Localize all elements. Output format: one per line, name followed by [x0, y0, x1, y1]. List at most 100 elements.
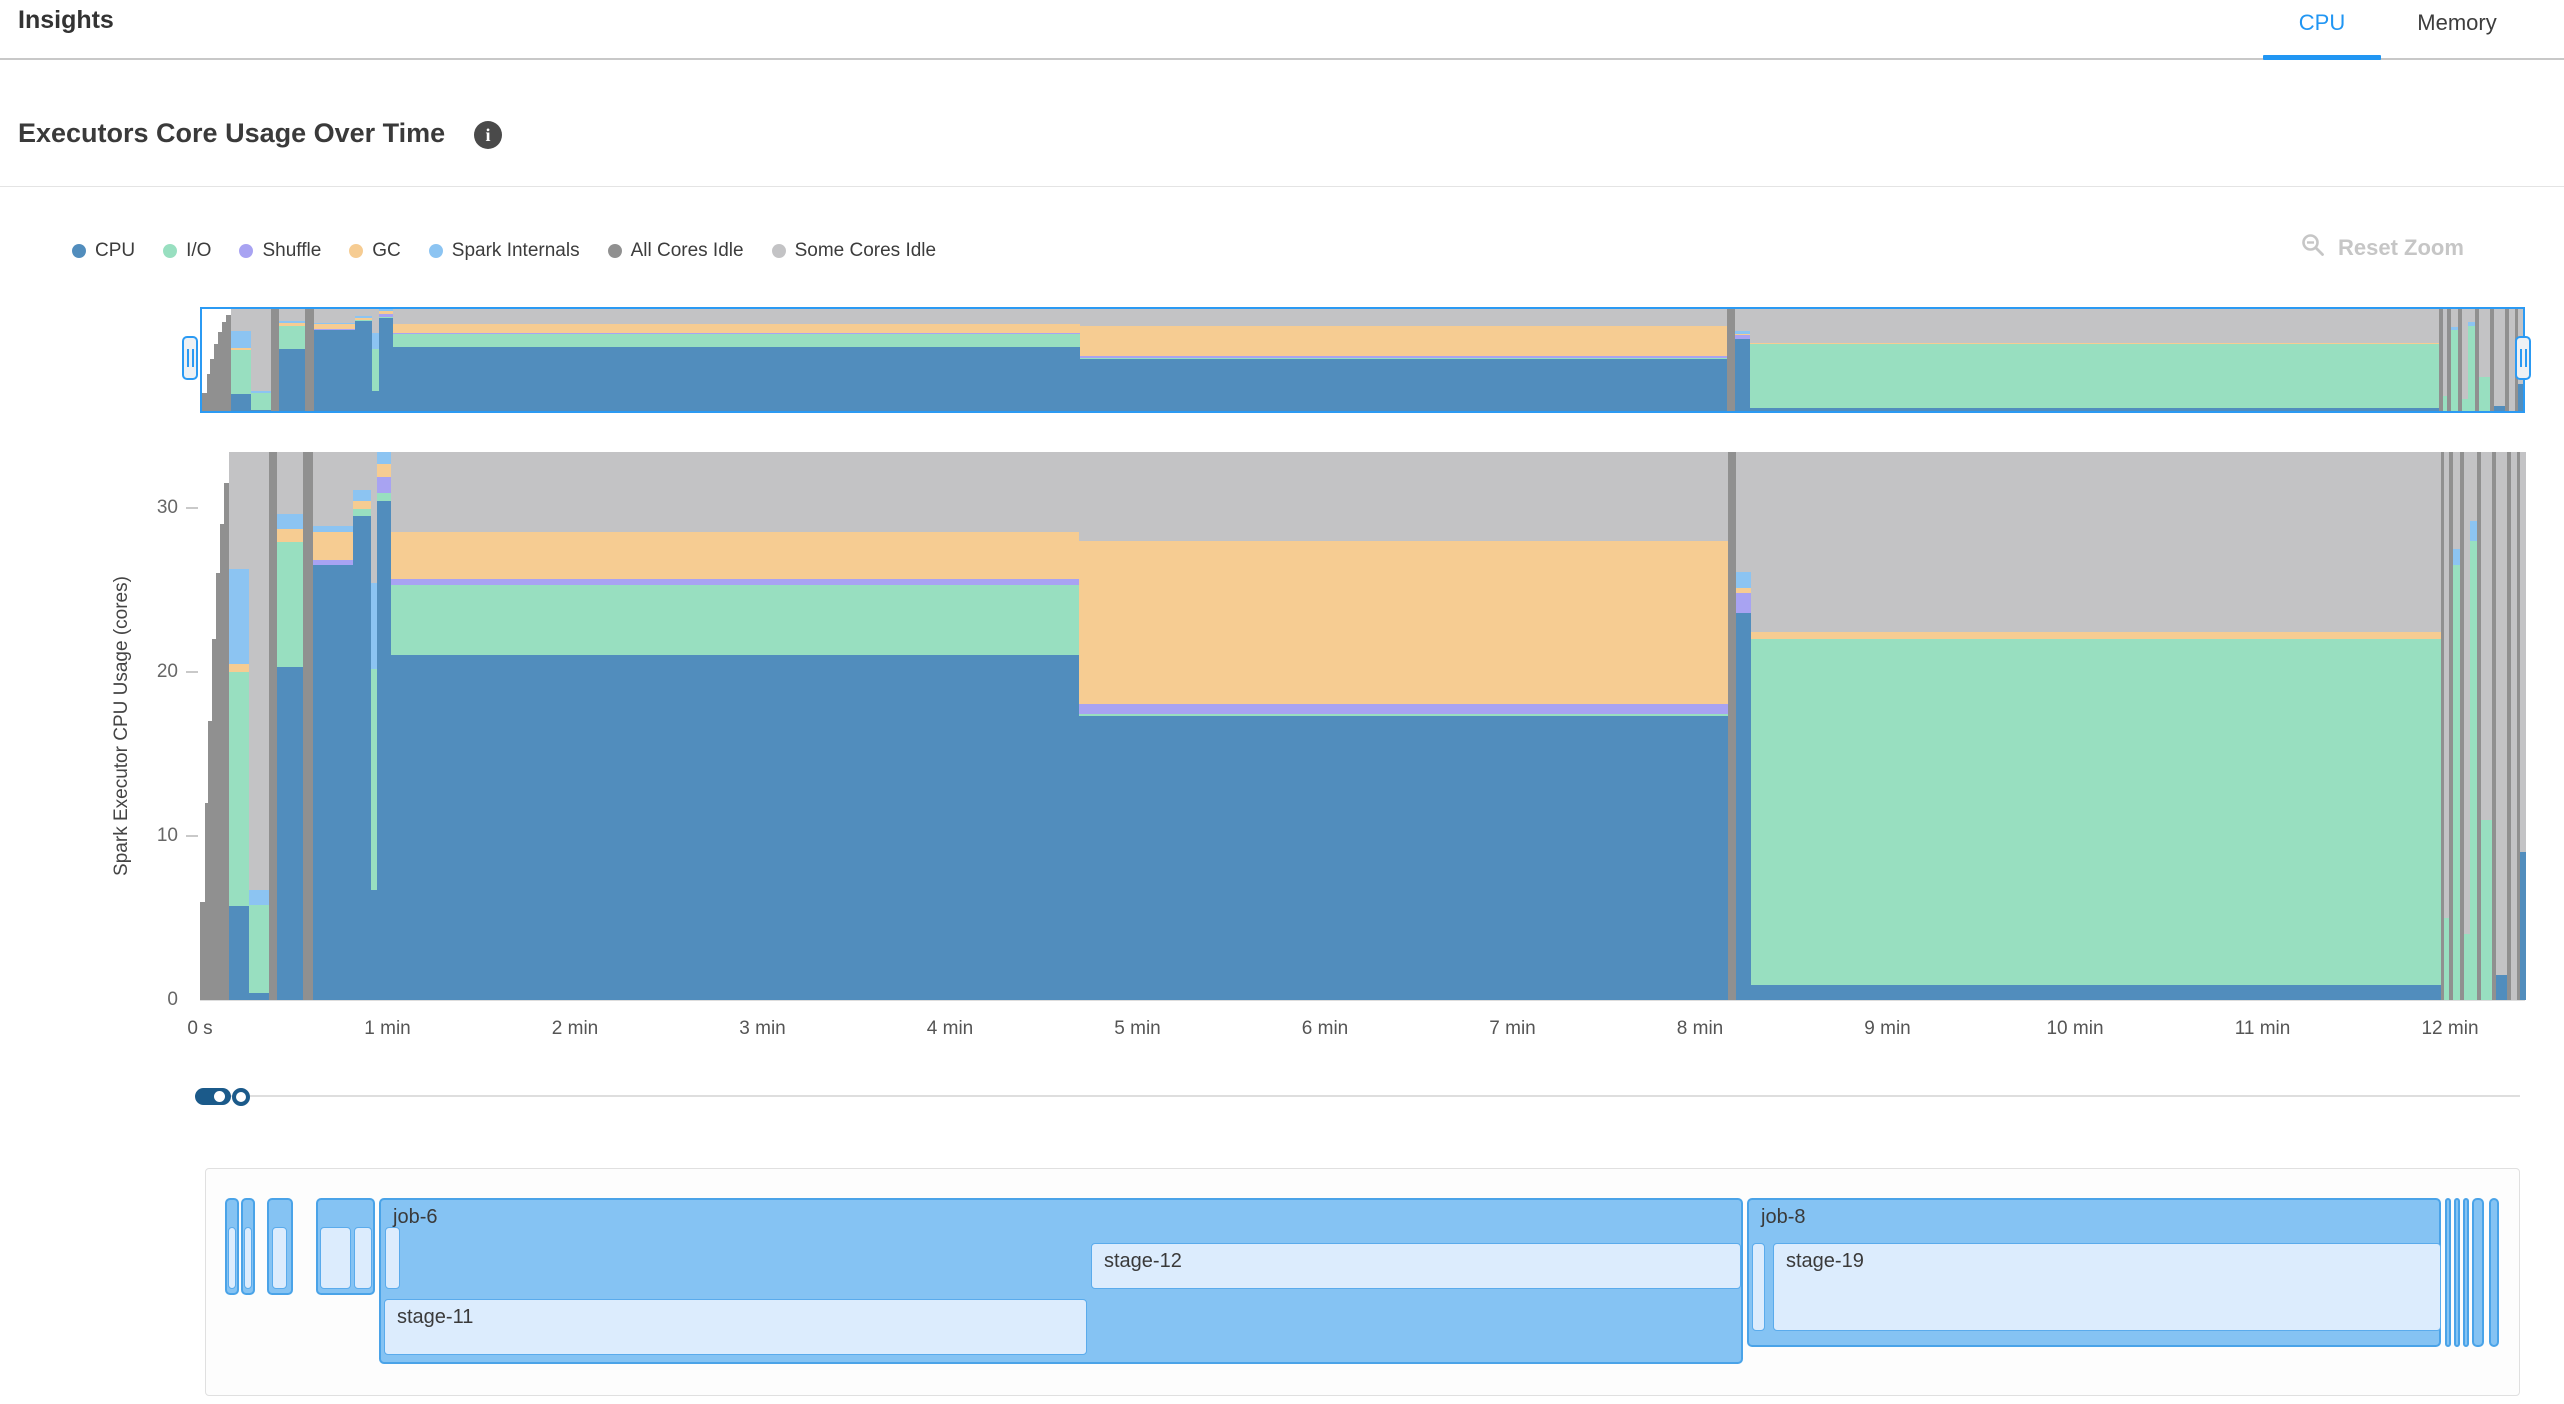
chart-segment: [2520, 452, 2526, 1000]
idle_all-area: [269, 452, 278, 1000]
io-area: [2469, 540, 2478, 1000]
stage-bar[interactable]: [1752, 1243, 1765, 1331]
gc-area: [312, 532, 354, 561]
io-area: [377, 493, 392, 502]
stage-label: stage-19: [1786, 1250, 1864, 1272]
legend-item-internals[interactable]: Spark Internals: [428, 240, 580, 262]
brush-handle-left[interactable]: [182, 336, 198, 380]
zoom-slider-track[interactable]: [195, 1095, 2520, 1097]
zoom-slider-handle[interactable]: [232, 1088, 250, 1106]
job-bar[interactable]: [2463, 1198, 2469, 1347]
shuffle-area: [1734, 335, 1751, 339]
gc-area: [392, 323, 1081, 333]
chart-segment: [210, 309, 215, 411]
legend-item-gc[interactable]: GC: [349, 240, 401, 262]
overview-chart-brush[interactable]: [200, 307, 2525, 413]
stage-bar[interactable]: [228, 1227, 236, 1289]
idle_some-area: [1734, 309, 1751, 332]
stage-bar[interactable]: [320, 1227, 351, 1289]
idle_some-area: [231, 309, 252, 331]
gc-legend-dot: [349, 244, 364, 258]
job-bar[interactable]: [2472, 1198, 2484, 1347]
idle_some-area: [248, 452, 271, 891]
stage-bar[interactable]: [385, 1227, 400, 1289]
cpu-area: [1079, 358, 1729, 411]
x-tick-label: 8 min: [1676, 1018, 1724, 1039]
io-area: [229, 671, 250, 907]
io-area: [372, 349, 380, 391]
internals-area: [2452, 548, 2461, 566]
legend-label: Spark Internals: [451, 240, 580, 261]
cpu-area: [250, 409, 272, 411]
brush-handle-right[interactable]: [2515, 336, 2531, 380]
zoom-slider-knob[interactable]: [214, 1091, 225, 1102]
legend-item-idle_some[interactable]: Some Cores Idle: [771, 240, 936, 262]
shuffle-area: [1079, 703, 1729, 714]
reset-zoom-button[interactable]: Reset Zoom: [2300, 232, 2464, 263]
io-area: [250, 393, 272, 410]
idle_all-area: [2460, 452, 2465, 1000]
zoom-out-icon: [2300, 232, 2326, 263]
legend-label: Shuffle: [262, 240, 322, 261]
stage-bar[interactable]: [244, 1227, 252, 1289]
stage-bar-stage-12[interactable]: stage-12: [1091, 1243, 1741, 1289]
chart-segment: [226, 309, 232, 411]
idle_all-area: [204, 803, 210, 1000]
io-area: [276, 542, 304, 667]
io-area: [378, 316, 394, 319]
gc-area: [276, 529, 304, 543]
gc-area: [231, 348, 252, 350]
section-divider: [0, 186, 2564, 187]
tab-memory[interactable]: Memory: [2417, 10, 2497, 35]
chart-segment: [2444, 452, 2450, 1000]
chart-segment: [231, 309, 252, 411]
internals-area: [250, 390, 272, 394]
idle_all-area: [303, 452, 314, 1000]
chart-segment: [391, 452, 1081, 1000]
gc-area: [1734, 334, 1751, 336]
job-label: job-8: [1761, 1206, 1806, 1228]
job-bar[interactable]: [2454, 1198, 2460, 1347]
stage-bar-stage-11[interactable]: stage-11: [384, 1299, 1087, 1355]
section-title: Executors Core Usage Over Time: [18, 118, 446, 148]
chart-segment: [271, 309, 280, 411]
chart-segment: [208, 452, 213, 1000]
legend-item-shuffle[interactable]: Shuffle: [239, 240, 321, 262]
job-bar[interactable]: [2489, 1198, 2499, 1347]
chart-segment: [1749, 309, 2440, 411]
zoom-slider-range[interactable]: [195, 1088, 231, 1105]
y-axis-title: Spark Executor CPU Usage (cores): [111, 576, 132, 876]
page-title: Insights: [18, 6, 114, 34]
x-axis-line: [200, 1000, 2525, 1001]
stage-bar[interactable]: [354, 1227, 372, 1289]
idle_some-area: [2480, 452, 2493, 820]
internals-area: [276, 514, 304, 530]
legend-item-idle_all[interactable]: All Cores Idle: [607, 240, 744, 262]
cpu-legend-dot: [72, 244, 86, 258]
legend-item-io[interactable]: I/O: [163, 240, 211, 262]
io-area: [391, 584, 1081, 656]
idle_some-area: [2469, 452, 2478, 521]
chart-segment: [229, 452, 250, 1000]
info-icon[interactable]: i: [474, 121, 502, 149]
io-area: [2467, 325, 2476, 411]
gc-area: [314, 323, 356, 330]
cpu-area: [391, 655, 1081, 1000]
idle_some-area: [2464, 452, 2471, 935]
shuffle-area: [1735, 593, 1752, 613]
header-divider: [0, 58, 2564, 60]
chart-segment: [250, 309, 272, 411]
x-tick-label: 9 min: [1864, 1018, 1911, 1039]
chart-segment: [2516, 452, 2521, 1000]
tab-cpu[interactable]: CPU: [2298, 10, 2346, 35]
stage-bar-stage-19[interactable]: stage-19: [1773, 1243, 2441, 1331]
stage-bar[interactable]: [272, 1227, 287, 1289]
job-bar[interactable]: [2445, 1198, 2451, 1347]
io-area: [248, 904, 271, 994]
overview-chart: [202, 309, 2523, 411]
cpu-usage-area-chart[interactable]: [200, 452, 2526, 1000]
idle_some-area: [312, 452, 354, 526]
legend-item-cpu[interactable]: CPU: [72, 240, 135, 262]
idle_all-area: [2449, 452, 2454, 1000]
